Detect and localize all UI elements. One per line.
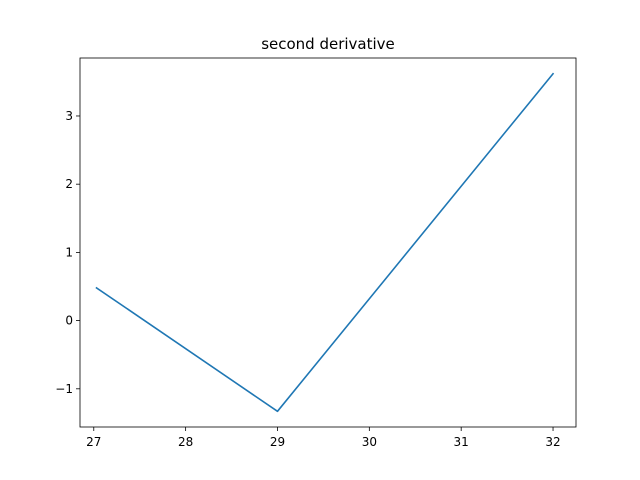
axes-frame (79, 57, 577, 428)
y-tick-label: 2 (65, 177, 73, 191)
series-line (95, 72, 555, 413)
x-tick-label: 29 (270, 435, 285, 449)
x-tick-label: 31 (454, 435, 469, 449)
x-tick-label: 32 (545, 435, 560, 449)
x-tick-label: 30 (362, 435, 377, 449)
y-tick-label: −1 (55, 382, 73, 396)
chart-title: second derivative (261, 35, 395, 53)
x-tick-label: 28 (178, 435, 193, 449)
plot-area (95, 72, 555, 413)
y-tick-label: 3 (65, 109, 73, 123)
y-tick-label: 1 (65, 245, 73, 259)
y-axis: −1 0 1 2 3 (55, 109, 80, 396)
y-tick-label: 0 (65, 314, 73, 328)
x-tick-label: 27 (86, 435, 101, 449)
x-axis: 27 28 29 30 31 32 (86, 427, 561, 449)
